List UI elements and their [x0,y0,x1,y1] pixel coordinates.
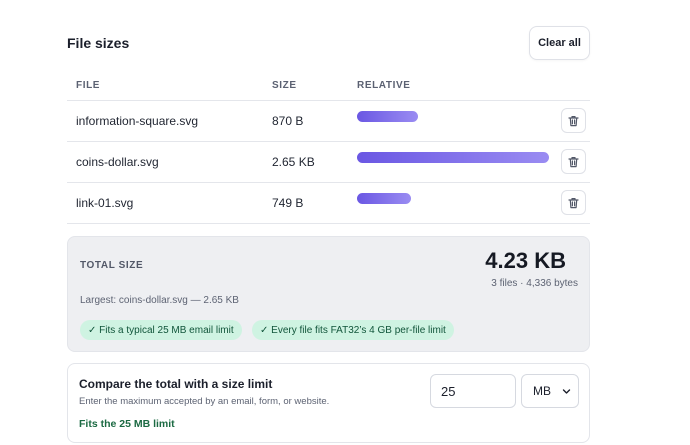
column-header-file: FILE [76,80,101,91]
email-limit-badge: ✓ Fits a typical 25 MB email limit [80,320,242,340]
relative-size-bar [357,152,549,163]
size-limit-title: Compare the total with a size limit [79,377,273,391]
file-name: link-01.svg [76,196,134,210]
trash-icon [568,156,579,167]
relative-size-bar [357,193,411,204]
file-table: FILE SIZE RELATIVE information-square.sv… [67,68,590,224]
file-size: 870 B [272,114,304,128]
trash-icon [568,197,579,208]
size-limit-status: Fits the 25 MB limit [79,418,175,430]
table-row: link-01.svg 749 B [67,183,590,224]
delete-file-button[interactable] [561,190,586,215]
relative-size-track [357,193,549,204]
size-limit-input[interactable] [430,374,516,408]
trash-icon [568,115,579,126]
total-size-details: 3 files · 4,336 bytes [491,278,578,289]
chevron-down-icon [562,389,571,394]
relative-size-bar [357,111,419,122]
relative-size-track [357,111,549,122]
table-header: FILE SIZE RELATIVE [67,68,590,101]
delete-file-button[interactable] [561,108,586,133]
page-title: File sizes [67,35,130,51]
total-size-label: TOTAL SIZE [80,260,144,271]
size-limit-panel: Compare the total with a size limit Ente… [67,363,590,443]
file-size: 749 B [272,196,304,210]
table-row: coins-dollar.svg 2.65 KB [67,142,590,183]
file-name: coins-dollar.svg [76,155,159,169]
clear-all-button[interactable]: Clear all [529,26,590,60]
file-name: information-square.svg [76,114,199,128]
size-unit-select[interactable]: MB [521,374,579,408]
size-limit-description: Enter the maximum accepted by an email, … [79,396,330,407]
relative-size-track [357,152,549,163]
column-header-size: SIZE [272,80,297,91]
total-summary-panel: TOTAL SIZE 4.23 KB 3 files · 4,336 bytes… [67,236,590,352]
table-row: information-square.svg 870 B [67,101,590,142]
file-size: 2.65 KB [272,155,315,169]
delete-file-button[interactable] [561,149,586,174]
total-size-value: 4.23 KB [485,248,566,273]
column-header-relative: RELATIVE [357,80,411,91]
largest-file-note: Largest: coins-dollar.svg — 2.65 KB [80,295,239,306]
fat32-limit-badge: ✓ Every file fits FAT32’s 4 GB per-file … [252,320,454,340]
size-unit-value: MB [533,384,551,398]
